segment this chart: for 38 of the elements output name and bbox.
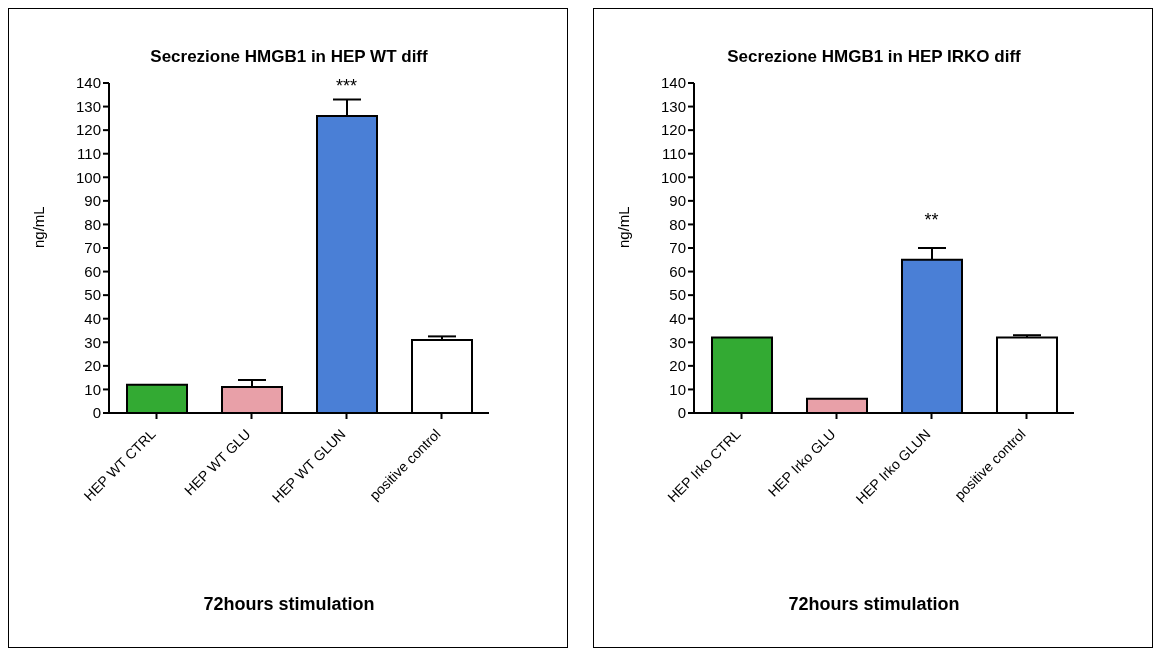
y-tick-label: 100 bbox=[660, 168, 686, 186]
y-tick-label: 20 bbox=[669, 357, 686, 375]
x-axis-title: 72hours stimulation bbox=[787, 594, 961, 615]
y-tick-label: 80 bbox=[84, 215, 101, 233]
y-tick-label: 0 bbox=[92, 404, 101, 422]
y-tick-label: 30 bbox=[669, 333, 686, 351]
y-tick-label: 50 bbox=[84, 286, 101, 304]
y-tick-label: 90 bbox=[84, 192, 101, 210]
y-tick-label: 130 bbox=[660, 97, 686, 115]
y-tick-label: 30 bbox=[84, 333, 101, 351]
x-axis-title: 72hours stimulation bbox=[202, 594, 376, 615]
y-tick-label: 110 bbox=[662, 145, 686, 163]
y-axis-title: ng/mL bbox=[615, 206, 633, 248]
y-tick-label: 20 bbox=[84, 357, 101, 375]
y-tick-label: 70 bbox=[84, 239, 101, 257]
y-tick-label: 40 bbox=[669, 310, 686, 328]
y-tick-label: 0 bbox=[677, 404, 686, 422]
y-tick-label: 130 bbox=[75, 97, 101, 115]
chart-title: Secrezione HMGB1 in HEP WT diff bbox=[149, 47, 429, 67]
y-tick-label: 90 bbox=[669, 192, 686, 210]
chart-title: Secrezione HMGB1 in HEP IRKO diff bbox=[726, 47, 1022, 67]
y-tick-label: 40 bbox=[84, 310, 101, 328]
annotation: *** bbox=[335, 75, 358, 96]
y-tick-label: 110 bbox=[77, 145, 101, 163]
y-tick-label: 120 bbox=[660, 121, 686, 139]
y-tick-label: 80 bbox=[669, 215, 686, 233]
y-tick-label: 140 bbox=[75, 74, 101, 92]
y-tick-label: 60 bbox=[669, 262, 686, 280]
y-tick-label: 50 bbox=[669, 286, 686, 304]
y-tick-label: 70 bbox=[669, 239, 686, 257]
y-tick-label: 10 bbox=[669, 380, 686, 398]
y-tick-label: 10 bbox=[84, 380, 101, 398]
annotation: ** bbox=[924, 210, 939, 230]
y-tick-label: 100 bbox=[75, 168, 101, 186]
y-tick-label: 60 bbox=[84, 262, 101, 280]
y-tick-label: 140 bbox=[660, 74, 686, 92]
y-axis-title: ng/mL bbox=[30, 206, 48, 248]
y-tick-label: 120 bbox=[75, 121, 101, 139]
